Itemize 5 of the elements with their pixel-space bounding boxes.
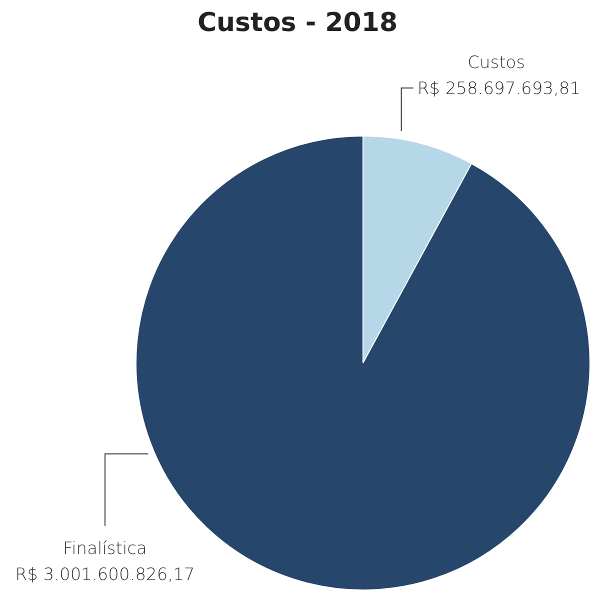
data-label: R$ 3.001.600.826,17 bbox=[15, 564, 195, 585]
chart-title: Custos - 2018 bbox=[196, 8, 399, 38]
data-label: R$ 258.697.693,81 bbox=[417, 79, 581, 99]
slice-label: Custos bbox=[468, 53, 526, 73]
slice-label: Finalística bbox=[63, 538, 147, 559]
